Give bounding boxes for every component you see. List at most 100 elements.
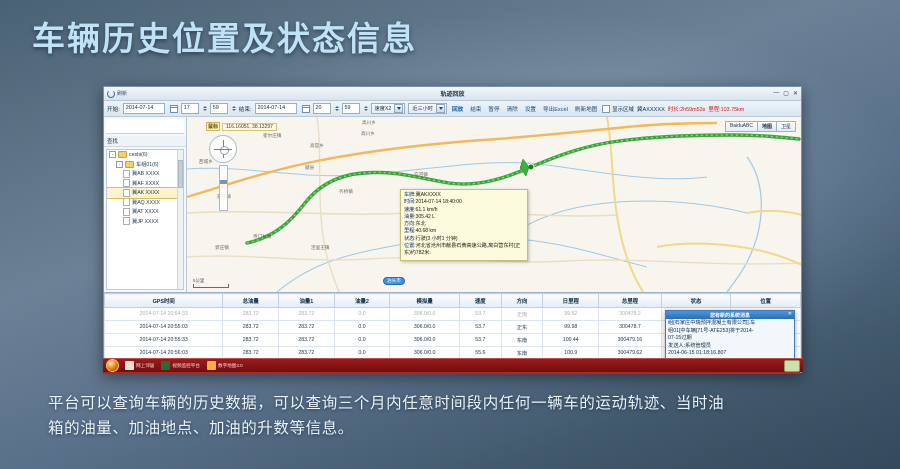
expand-icon[interactable]: - [109, 151, 116, 159]
tree-item-0[interactable]: - ceshi(6) [107, 150, 183, 160]
end-minute-input[interactable]: 59 [341, 103, 360, 114]
playback-button[interactable]: 回放 [452, 106, 464, 113]
end-minute-stepper[interactable] [363, 106, 368, 111]
minimize-icon[interactable]: — [773, 90, 780, 96]
chevron-down-icon-2[interactable] [436, 104, 445, 113]
plate-label: 冀AXXXXX [636, 106, 665, 113]
maximize-icon[interactable]: ▢ [783, 91, 789, 97]
end-hour-input[interactable]: 20 [312, 103, 331, 114]
info-row-4: 方向:东北 [404, 221, 524, 228]
refresh-icon[interactable] [107, 89, 115, 98]
tree-item-label: 车组01(6) [136, 161, 159, 168]
taskbar-item-2[interactable]: 数字地图3.0 [206, 361, 243, 370]
start-minute-input[interactable]: 59 [209, 103, 228, 114]
info-row-7: 位置:河北省沧州市献县石黄高速公路,离白营东村(正东)约782米. [404, 243, 524, 258]
slide-caption: 平台可以查询车辆的历史数据，可以查询三个月内任意时间段内任何一辆车的运动轨迹、当… [48, 395, 725, 437]
table-header-10[interactable]: 位置 [730, 293, 801, 308]
tree-item-4[interactable]: 冀AK XXXX [107, 187, 183, 199]
calendar-icon[interactable] [169, 104, 178, 113]
vehicle-icon [123, 198, 130, 207]
table-header-8[interactable]: 总里程 [598, 293, 662, 308]
settings-button[interactable]: 设置 [524, 106, 537, 113]
tree-item-label: 冀AK XXXX [132, 190, 160, 197]
window-controls: — ▢ ✕ [773, 90, 798, 97]
tree-item-6[interactable]: 冀AT XXXX [107, 207, 183, 217]
expand-icon[interactable]: - [116, 160, 123, 168]
table-header-2[interactable]: 油量1 [278, 293, 335, 308]
notification-sender: 发送人:系统管理员 [668, 342, 711, 349]
taskbar-item-0[interactable]: 网上邻居 [125, 361, 154, 370]
stop-button[interactable]: 结束 [470, 106, 482, 113]
export-excel-button[interactable]: 导出Excel [543, 106, 568, 113]
info-row-value: 行驶(3 小时1 分钟) [415, 235, 458, 242]
taskbar-app-icon [125, 361, 134, 370]
notification-body: 组[石家庄中瑞预拌混凝土有限公司].车 组01[中车辆[71号-ATE253]将… [666, 319, 794, 359]
table-cell-fuel1: 283.72 [278, 320, 335, 334]
duration-label: 时长:2h59m53s [667, 106, 706, 113]
map-type-switcher[interactable]: BaiduABC 地图 卫星 [724, 121, 796, 132]
tree-item-2[interactable]: 冀AB XXXX [107, 169, 183, 179]
table-cell-dir: 正南 [500, 307, 544, 321]
map-type-baidu[interactable]: BaiduABC [724, 121, 758, 132]
table-header-1[interactable]: 总油量 [222, 293, 279, 308]
search-input[interactable] [106, 119, 184, 134]
start-button-icon[interactable] [106, 359, 119, 372]
table-header-5[interactable]: 速度 [458, 293, 502, 308]
info-row-1: 时间:2014-07-14 18:40:00 [404, 199, 524, 206]
range-select[interactable]: 近三小时 [408, 103, 447, 114]
tree-item-3[interactable]: 冀AF XXXX [107, 179, 183, 189]
tree-scrollbar[interactable] [177, 150, 183, 289]
show-area-checkbox[interactable]: 显示区域 [602, 104, 634, 113]
pause-button[interactable]: 暂停 [488, 106, 500, 113]
table-header-0[interactable]: GPS时间 [104, 293, 224, 308]
end-date-input[interactable]: 2014-07-14 [254, 103, 297, 114]
map-place-label-13: 献县 [305, 165, 315, 170]
clear-button[interactable]: 清除 [506, 106, 518, 113]
map-scale-bar: 5公里 [193, 278, 229, 288]
show-area-label: 显示区域 [612, 106, 634, 113]
table-header-9[interactable]: 状态 [660, 293, 732, 308]
map-canvas[interactable]: 鼠标 116.16051, 38.13297 BaiduABC 地图 卫星 泊头… [187, 117, 801, 292]
map-type-satellite[interactable]: 卫星 [775, 121, 796, 132]
tree-item-1[interactable]: - 车组01(6) [107, 160, 183, 170]
table-cell-dir: 东南 [500, 333, 544, 347]
notification-line-2: 组01[中车辆[71号-ATE253]将于2014- [668, 327, 754, 334]
start-time-label: 开始: [107, 106, 120, 113]
chevron-down-icon[interactable] [394, 104, 404, 113]
close-icon[interactable]: ✕ [792, 91, 798, 97]
table-header-6[interactable]: 方向 [500, 293, 544, 308]
calendar-icon-end[interactable] [301, 104, 310, 113]
map-place-label-9: 洼里王镇 [311, 245, 330, 250]
end-hour-stepper[interactable] [334, 106, 339, 111]
window-body: 查找 - ceshi(6) - 车组01(6) 冀AB XXXX 冀AF XXXX 冀AK … [104, 117, 801, 292]
start-hour-stepper[interactable] [202, 106, 207, 111]
tray-app-icon[interactable] [784, 359, 800, 372]
map-zoom-slider[interactable] [219, 165, 228, 211]
tree-item-label: 冀JP XXXX [132, 218, 159, 225]
start-hour-input[interactable]: 17 [180, 103, 199, 114]
table-header-3[interactable]: 油量2 [333, 293, 391, 308]
tree-item-5[interactable]: 冀AQ XXXX [107, 198, 183, 208]
vehicle-icon [123, 169, 130, 178]
vehicle-tree[interactable]: - ceshi(6) - 车组01(6) 冀AB XXXX 冀AF XXXX 冀AK XXX… [106, 149, 184, 290]
tree-item-label: 冀AF XXXX [132, 180, 160, 187]
notification-close-icon[interactable]: ✕ [787, 311, 792, 318]
table-header-4[interactable]: 模拟量 [389, 293, 460, 308]
map-place-label-14: 郭庄镇 [215, 245, 229, 250]
windows-taskbar: 网上邻居 视频监控平台 数字地图3.0 [103, 358, 803, 372]
refresh-map-button[interactable]: 刷新地图 [574, 106, 598, 113]
start-minute-stepper[interactable] [231, 106, 236, 111]
vehicle-icon [123, 217, 130, 226]
speed-select[interactable]: 速度X2 [370, 103, 406, 114]
tree-item-7[interactable]: 冀JP XXXX [107, 217, 183, 227]
table-header-7[interactable]: 日里程 [542, 293, 600, 308]
map-pan-control[interactable] [209, 135, 237, 163]
start-date-input[interactable]: 2014-07-14 [122, 103, 165, 114]
vehicle-info-popup: 车牌:冀AKXXXX 时间:2014-07-14 18:40:00 速度:61.1 … [400, 189, 528, 261]
map-place-label-6: 齐桥镇 [339, 189, 353, 194]
map-type-map[interactable]: 地图 [756, 121, 777, 132]
taskbar-item-1[interactable]: 视频监控平台 [161, 361, 200, 370]
checkbox-icon[interactable] [602, 104, 611, 113]
vehicle-icon [123, 179, 130, 188]
window-title: 轨迹回放 [440, 92, 465, 98]
